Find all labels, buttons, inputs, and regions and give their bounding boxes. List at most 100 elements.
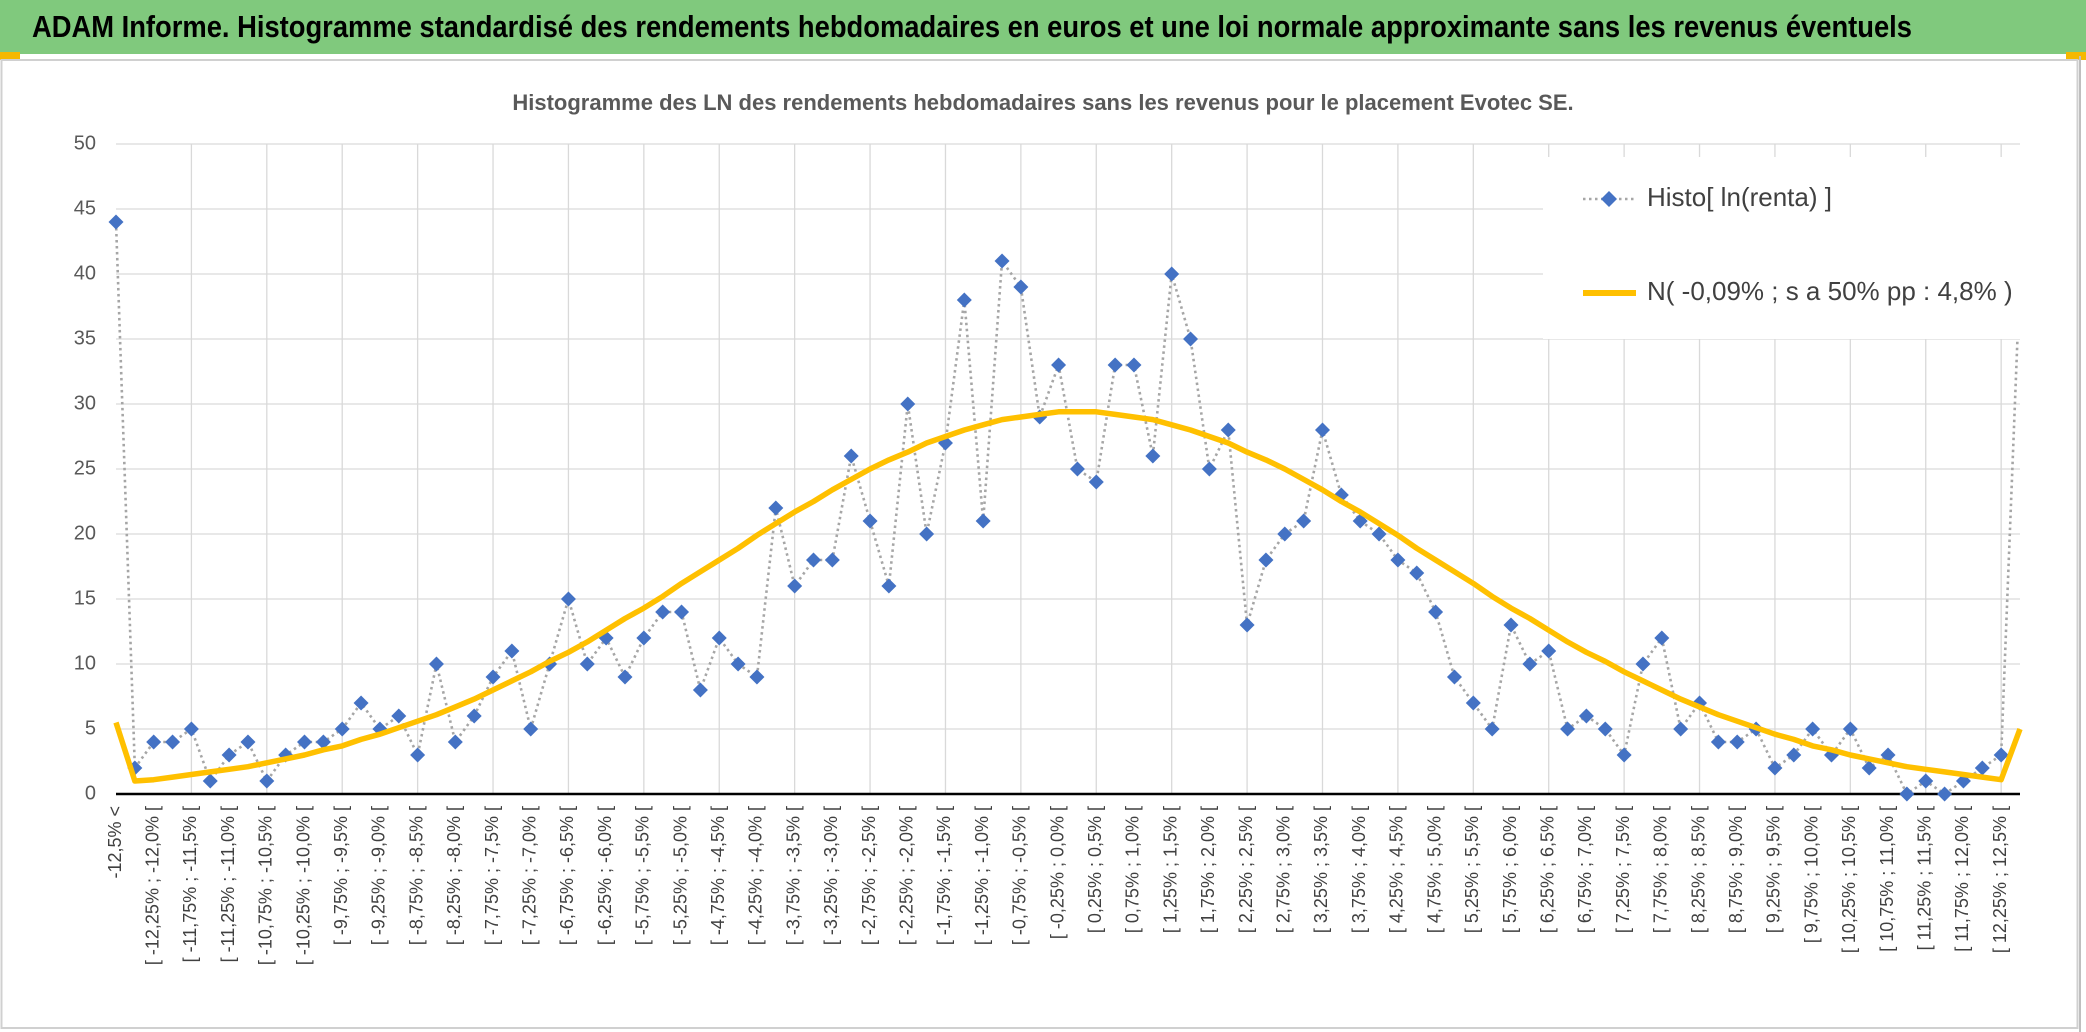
legend-box: [1543, 157, 2029, 339]
data-point: [824, 552, 840, 568]
y-tick-label: 5: [85, 717, 96, 739]
x-tick-label: [ -11,25% ; -11,0% [: [218, 806, 238, 962]
data-point: [560, 591, 576, 607]
y-tick-label: 20: [74, 522, 96, 544]
x-tick-label: [ -0,75% ; -0,5% [: [1010, 806, 1030, 945]
plot-area: 0 5 10 15 20 25 30 35 40 45 50 -12,5% < [ -12,25% ; …: [74, 132, 2029, 965]
data-point: [711, 630, 727, 646]
x-tick-label: [ -0,25% ; 0,0% [: [1047, 806, 1067, 939]
data-point: [994, 253, 1010, 269]
data-point: [1597, 721, 1613, 737]
data-point: [504, 643, 520, 659]
data-point: [956, 292, 972, 308]
x-tick-label: [ 6,25% ; 6,5% [: [1537, 806, 1557, 933]
series-line: [113, 409, 2023, 784]
data-point: [1993, 747, 2009, 763]
x-tick-label: [ -2,25% ; -2,0% [: [897, 806, 917, 945]
x-tick-label: [ -9,75% ; -9,5% [: [331, 806, 351, 945]
legend-label: N( -0,09% ; s a 50% pp : 4,8% ): [1647, 276, 2013, 306]
data-point: [975, 513, 991, 529]
data-point: [466, 708, 482, 724]
header-corner-mark: [0, 52, 20, 60]
data-point: [1201, 461, 1217, 477]
data-point: [1446, 669, 1462, 685]
x-tick-label: [ -7,25% ; -7,0% [: [519, 806, 539, 945]
data-point: [1616, 747, 1632, 763]
header-title: ADAM Informe. Histogramme standardisé de…: [32, 9, 1912, 44]
x-tick-label: [ 3,75% ; 4,0% [: [1349, 806, 1369, 933]
x-tick-label: [ -11,75% ; -11,5% [: [180, 806, 200, 962]
data-point: [1974, 760, 1990, 776]
y-tick-label: 0: [85, 782, 96, 804]
data-point: [1296, 513, 1312, 529]
data-point: [1126, 357, 1142, 373]
data-point: [730, 656, 746, 672]
data-point: [655, 604, 671, 620]
legend-marker: [1601, 191, 1617, 207]
x-tick-label: [ -6,75% ; -6,5% [: [557, 806, 577, 945]
data-point: [297, 734, 313, 750]
data-point: [1635, 656, 1651, 672]
data-point: [1710, 734, 1726, 750]
x-tick-label: [ 8,75% ; 9,0% [: [1726, 806, 1746, 933]
x-tick-label: [ -5,25% ; -5,0% [: [670, 806, 690, 945]
data-point: [1277, 526, 1293, 542]
data-point: [1861, 760, 1877, 776]
data-point: [843, 448, 859, 464]
data-point: [165, 734, 181, 750]
data-point: [1239, 617, 1255, 633]
x-tick-label: [ -10,25% ; -10,0% [: [293, 806, 313, 965]
x-tick-label: [ -4,25% ; -4,0% [: [746, 806, 766, 945]
x-tick-label: [ 9,25% ; 9,5% [: [1764, 806, 1784, 933]
data-point: [1145, 448, 1161, 464]
data-point: [1220, 422, 1236, 438]
data-point: [881, 578, 897, 594]
data-point: [787, 578, 803, 594]
x-tick-label: [ 7,75% ; 8,0% [: [1651, 806, 1671, 933]
data-point: [1069, 461, 1085, 477]
data-point: [447, 734, 463, 750]
data-point: [1484, 721, 1500, 737]
data-point: [1051, 357, 1067, 373]
x-tick-label: [ 7,25% ; 7,5% [: [1613, 806, 1633, 933]
data-point: [334, 721, 350, 737]
x-tick-label: [ 11,75% ; 12,0% [: [1952, 806, 1972, 952]
data-point: [353, 695, 369, 711]
data-point: [108, 214, 124, 230]
data-point: [1409, 565, 1425, 581]
data-point: [1503, 617, 1519, 633]
data-point: [485, 669, 501, 685]
data-point: [579, 656, 595, 672]
x-tick-label: [ -6,25% ; -6,0% [: [595, 806, 615, 945]
x-tick-label: [ -3,75% ; -3,5% [: [783, 806, 803, 945]
data-point: [240, 734, 256, 750]
x-tick-label: [ 3,25% ; 3,5% [: [1311, 806, 1331, 933]
data-point: [674, 604, 690, 620]
x-tick-label: [ 5,75% ; 6,0% [: [1500, 806, 1520, 933]
data-point: [1805, 721, 1821, 737]
data-point: [523, 721, 539, 737]
x-tick-label: [ 2,25% ; 2,5% [: [1236, 806, 1256, 933]
y-tick-label: 35: [74, 327, 96, 349]
x-tick-label: [ -8,25% ; -8,0% [: [444, 806, 464, 945]
y-tick-label: 30: [74, 392, 96, 414]
x-tick-label: [ 1,75% ; 2,0% [: [1198, 806, 1218, 933]
x-tick-label: [ 10,75% ; 11,0% [: [1877, 806, 1897, 952]
x-tick-label: [ 12,25% ; 12,5% [: [1990, 806, 2010, 953]
x-tick-label: [ -1,75% ; -1,5% [: [934, 806, 954, 945]
data-point: [1673, 721, 1689, 737]
x-tick-label: [ -9,25% ; -9,0% [: [369, 806, 389, 945]
data-point: [749, 669, 765, 685]
data-point: [410, 747, 426, 763]
x-tick-label: [ 10,25% ; 10,5% [: [1839, 806, 1859, 953]
x-tick-label: [ 9,75% ; 10,0% [: [1801, 806, 1821, 943]
data-point: [900, 396, 916, 412]
chart-border: [0, 59, 2079, 1029]
data-point: [1937, 786, 1953, 802]
y-tick-label: 25: [74, 457, 96, 479]
data-point: [617, 669, 633, 685]
data-point: [1541, 643, 1557, 659]
data-point: [636, 630, 652, 646]
data-point: [391, 708, 407, 724]
